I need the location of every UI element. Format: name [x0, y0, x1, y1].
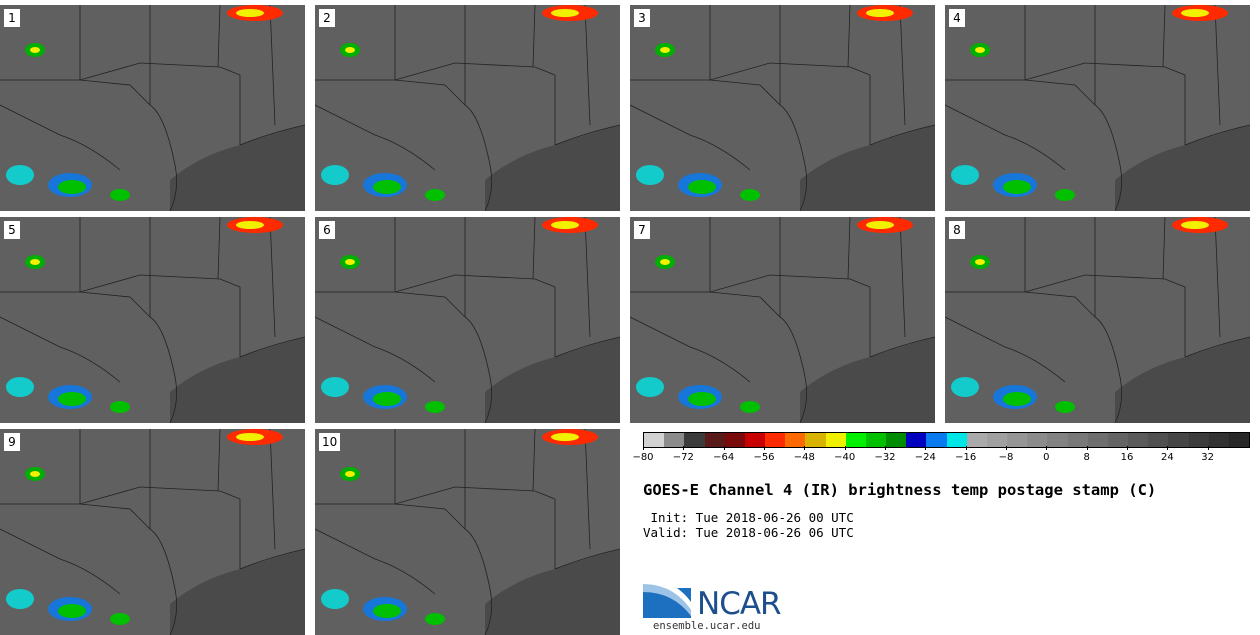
colorbar-swatch — [1107, 433, 1129, 447]
colorbar-swatch — [1087, 433, 1108, 447]
colorbar-tick-label: −40 — [834, 452, 856, 463]
colorbar-swatch — [825, 433, 846, 447]
colorbar-tick-mark — [1207, 446, 1209, 450]
map-background — [315, 217, 620, 423]
colorbar — [643, 432, 1250, 448]
colorbar-tick-label: −48 — [793, 452, 815, 463]
colorbar-swatch — [785, 433, 806, 447]
colorbar-tick-label: 0 — [1043, 452, 1050, 463]
colorbar-tick-label: −56 — [753, 452, 775, 463]
ensemble-member-panel: 6 — [315, 217, 620, 423]
colorbar-tick-mark — [844, 446, 846, 450]
colorbar-tick-mark — [925, 446, 927, 450]
site-url: ensemble.ucar.edu — [653, 620, 761, 632]
colorbar-tick-label: −80 — [632, 452, 654, 463]
colorbar-swatch — [886, 433, 907, 447]
colorbar-tick-label: −64 — [713, 452, 735, 463]
ensemble-member-panel: 3 — [630, 5, 935, 211]
colorbar-tick-label: −24 — [914, 452, 936, 463]
ncar-logo — [643, 578, 695, 618]
panel-number-label: 9 — [4, 433, 20, 451]
colorbar-tick-mark — [1167, 446, 1169, 450]
map-background — [945, 217, 1250, 423]
colorbar-swatch — [1007, 433, 1028, 447]
map-background — [315, 5, 620, 211]
colorbar-tick-mark — [1006, 446, 1007, 450]
colorbar-tick-mark — [643, 446, 644, 450]
init-time: Init: Tue 2018-06-26 00 UTC — [643, 510, 854, 525]
colorbar-swatch — [865, 433, 887, 447]
colorbar-swatch — [926, 433, 947, 447]
logo-text: NCAR — [697, 586, 782, 622]
colorbar-swatch — [805, 433, 826, 447]
map-background — [0, 217, 305, 423]
colorbar-swatch — [684, 433, 705, 447]
map-background — [945, 5, 1250, 211]
ensemble-member-panel: 8 — [945, 217, 1250, 423]
colorbar-tick-label: −32 — [874, 452, 896, 463]
colorbar-swatch — [724, 433, 745, 447]
panel-number-label: 6 — [319, 221, 335, 239]
colorbar-swatch — [1047, 433, 1068, 447]
ensemble-member-panel: 5 — [0, 217, 305, 423]
colorbar-swatch — [1067, 433, 1088, 447]
colorbar-swatch — [1128, 433, 1149, 447]
panel-number-label: 7 — [634, 221, 650, 239]
panel-number-label: 8 — [949, 221, 965, 239]
colorbar-tick-label: 32 — [1201, 452, 1215, 463]
panel-number-label: 3 — [634, 9, 650, 27]
colorbar-tick-mark — [1127, 446, 1128, 450]
colorbar-swatch — [946, 433, 967, 447]
colorbar-swatch — [664, 433, 685, 447]
colorbar-tick-label: −8 — [998, 452, 1014, 463]
panel-number-label: 10 — [319, 433, 341, 451]
ensemble-member-panel: 7 — [630, 217, 935, 423]
colorbar-swatch — [845, 433, 866, 447]
colorbar-swatch — [1208, 433, 1229, 447]
panel-number-label: 2 — [319, 9, 335, 27]
map-background — [315, 429, 620, 635]
panel-number-label: 4 — [949, 9, 965, 27]
colorbar-swatch — [644, 433, 665, 447]
colorbar-tick-mark — [885, 446, 886, 450]
map-background — [0, 429, 305, 635]
map-background — [630, 5, 935, 211]
colorbar-tick-mark — [965, 446, 967, 450]
colorbar-tick-label: 8 — [1083, 452, 1090, 463]
panel-number-label: 1 — [4, 9, 20, 27]
colorbar-tick-label: 24 — [1160, 452, 1174, 463]
colorbar-swatch — [906, 433, 927, 447]
colorbar-swatch — [966, 433, 987, 447]
colorbar-tick-mark — [723, 446, 725, 450]
colorbar-tick-label: −16 — [955, 452, 977, 463]
colorbar-tick-mark — [1046, 446, 1048, 450]
ensemble-member-panel: 4 — [945, 5, 1250, 211]
ensemble-member-panel: 10 — [315, 429, 620, 635]
panel-number-label: 5 — [4, 221, 20, 239]
colorbar-swatch — [704, 433, 725, 447]
colorbar-swatch — [1027, 433, 1048, 447]
colorbar-swatch — [986, 433, 1008, 447]
ensemble-member-panel: 1 — [0, 5, 305, 211]
colorbar-tick-mark — [683, 446, 685, 450]
colorbar-swatch — [1148, 433, 1169, 447]
colorbar-swatch — [1228, 433, 1250, 447]
colorbar-tick-mark — [764, 446, 765, 450]
ensemble-member-panel: 9 — [0, 429, 305, 635]
map-background — [630, 217, 935, 423]
colorbar-tick-label: −72 — [672, 452, 694, 463]
colorbar-swatch — [744, 433, 766, 447]
figure-title: GOES-E Channel 4 (IR) brightness temp po… — [643, 481, 1157, 499]
colorbar-ticks: −80 −72 −64 −56 −48 −40 −32 −24 −16 −8 0 8 16 24 32 — [632, 446, 1248, 468]
map-background — [0, 5, 305, 211]
ensemble-member-panel: 2 — [315, 5, 620, 211]
valid-time: Valid: Tue 2018-06-26 06 UTC — [643, 525, 854, 540]
colorbar-tick-mark — [804, 446, 806, 450]
colorbar-tick-label: 16 — [1120, 452, 1134, 463]
colorbar-swatch — [1188, 433, 1209, 447]
colorbar-swatch — [765, 433, 786, 447]
colorbar-tick-mark — [1086, 446, 1088, 450]
colorbar-swatch — [1168, 433, 1189, 447]
